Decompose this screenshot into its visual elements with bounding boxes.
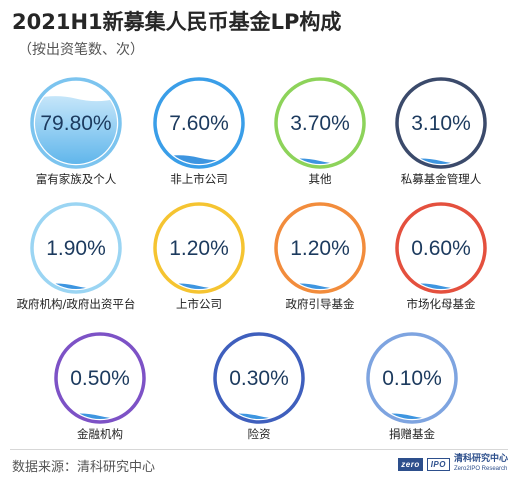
bubble-ring — [30, 202, 122, 294]
bubble-5: 1.90% 政府机构/政府出资平台 — [17, 202, 136, 311]
value-label: 1.90% — [46, 237, 106, 260]
value-label: 3.70% — [290, 112, 350, 135]
bubble-fill — [400, 158, 482, 164]
bubble-fill — [371, 413, 453, 419]
bubble-ring — [54, 332, 146, 424]
bubble-ring — [274, 202, 366, 294]
chart-subtitle: （按出资笔数、次） — [18, 42, 144, 58]
bubble-fill — [59, 413, 141, 419]
bubble-ring — [153, 202, 245, 294]
logo-mark-right: IPO — [426, 457, 450, 471]
bubble-7: 1.20% 政府引导基金 — [274, 202, 366, 311]
category-label: 私募基金管理人 — [401, 172, 482, 186]
bubble-fill — [35, 96, 117, 164]
category-label: 金融机构 — [77, 427, 123, 441]
category-label: 上市公司 — [176, 297, 222, 311]
category-label: 政府引导基金 — [286, 297, 355, 311]
bubble-ring — [395, 77, 487, 169]
category-label: 市场化母基金 — [407, 297, 476, 311]
bubble-chart: 79.80% 富有家族及个人 7.60% 非上市公司 3.70% 其他 3.10% 私募基金管… — [17, 77, 487, 441]
category-label: 政府机构/政府出资平台 — [17, 297, 136, 311]
bubble-ring — [395, 202, 487, 294]
data-source: 数据来源：清科研究中心 — [12, 460, 156, 475]
chart-title: 2021H1新募集人民币基金LP构成 — [12, 10, 342, 34]
value-label: 1.20% — [290, 237, 350, 260]
bubble-fill — [279, 158, 361, 164]
category-label: 富有家族及个人 — [36, 172, 117, 186]
value-label: 0.10% — [382, 367, 442, 390]
bubble-2: 7.60% 非上市公司 — [153, 77, 245, 186]
bubble-fill — [35, 283, 117, 289]
value-label: 0.30% — [229, 367, 289, 390]
category-label: 其他 — [309, 172, 332, 186]
bubble-fill — [400, 283, 482, 289]
logo-name-cn: 清科研究中心 — [453, 454, 508, 464]
category-label: 捐赠基金 — [389, 427, 435, 441]
value-label: 0.60% — [411, 237, 471, 260]
bubble-fill — [218, 413, 300, 419]
bubble-fill — [158, 283, 240, 289]
value-label: 3.10% — [411, 112, 471, 135]
value-label: 7.60% — [169, 112, 229, 135]
bubble-ring — [366, 332, 458, 424]
logo-mark-left: zero — [398, 457, 423, 471]
category-label: 非上市公司 — [170, 172, 228, 186]
bubble-1: 79.80% 富有家族及个人 — [30, 77, 122, 186]
value-label: 0.50% — [70, 367, 130, 390]
bubble-3: 3.70% 其他 — [274, 77, 366, 186]
bubble-ring — [274, 77, 366, 169]
bubble-9: 0.50% 金融机构 — [54, 332, 146, 441]
footer-divider — [10, 449, 508, 450]
bubble-4: 3.10% 私募基金管理人 — [395, 77, 487, 186]
logo-name-en: Zero2IPO Research — [453, 466, 508, 472]
bubble-8: 0.60% 市场化母基金 — [395, 202, 487, 311]
value-label: 79.80% — [40, 112, 111, 135]
bubble-11: 0.10% 捐赠基金 — [366, 332, 458, 441]
bubble-ring — [30, 77, 122, 169]
zero2ipo-logo: zero IPO 清科研究中心 Zero2IPO Research — [398, 454, 508, 474]
bubble-ring — [213, 332, 305, 424]
bubble-10: 0.30% 险资 — [213, 332, 305, 441]
category-label: 险资 — [248, 427, 271, 441]
bubble-6: 1.20% 上市公司 — [153, 202, 245, 311]
bubble-fill — [279, 283, 361, 289]
bubble-ring — [153, 77, 245, 169]
value-label: 1.20% — [169, 237, 229, 260]
